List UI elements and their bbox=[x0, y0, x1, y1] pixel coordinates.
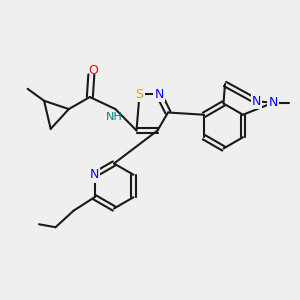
Text: N: N bbox=[268, 96, 278, 109]
Text: O: O bbox=[88, 64, 98, 77]
Text: NH: NH bbox=[106, 112, 122, 122]
Text: N: N bbox=[90, 168, 99, 181]
Text: N: N bbox=[154, 88, 164, 101]
Text: N: N bbox=[252, 95, 261, 108]
Text: S: S bbox=[136, 88, 143, 101]
